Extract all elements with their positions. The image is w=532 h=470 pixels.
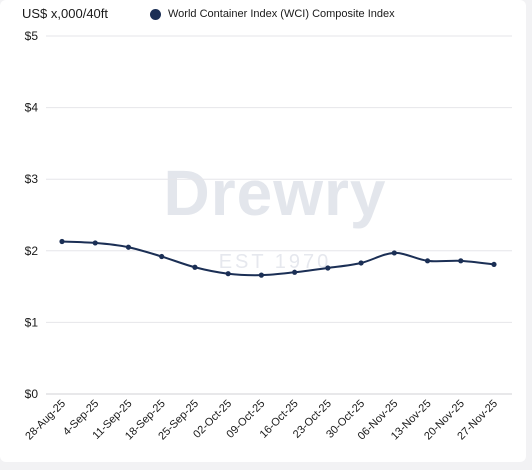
y-tick-label: $2 xyxy=(25,244,39,258)
data-point[interactable] xyxy=(458,258,464,264)
drewry-watermark: Drewry EST 1970 xyxy=(164,157,387,273)
data-point[interactable] xyxy=(192,264,198,270)
data-point[interactable] xyxy=(92,240,98,246)
y-axis-unit-label: US$ x,000/40ft xyxy=(22,6,108,21)
data-point[interactable] xyxy=(424,258,431,264)
x-tick-label: 28-Aug-25 xyxy=(23,398,68,443)
y-tick-label: $0 xyxy=(25,387,39,401)
x-axis-ticks: 28-Aug-254-Sep-2511-Sep-2518-Sep-2525-Se… xyxy=(23,398,500,443)
data-point[interactable] xyxy=(159,253,165,260)
y-axis-ticks: $0 $1 $2 $3 $4 $5 xyxy=(25,29,39,401)
data-point[interactable] xyxy=(125,244,132,250)
y-tick-label: $3 xyxy=(25,172,39,186)
data-point[interactable] xyxy=(391,250,397,256)
y-tick-label: $1 xyxy=(25,315,39,329)
gridlines xyxy=(46,35,512,395)
legend-marker xyxy=(150,8,161,20)
y-tick-label: $4 xyxy=(25,101,39,115)
watermark-est: EST 1970 xyxy=(219,251,332,273)
legend-label: World Container Index (WCI) Composite In… xyxy=(168,8,395,20)
data-point[interactable] xyxy=(225,271,231,277)
chart-card: US$ x,000/40ft World Container Index (WC… xyxy=(0,0,526,462)
series-line xyxy=(61,240,495,277)
data-point[interactable] xyxy=(325,265,331,271)
data-point[interactable] xyxy=(358,260,364,266)
watermark-brand: Drewry xyxy=(164,157,387,229)
data-point[interactable] xyxy=(292,269,298,275)
y-tick-label: $5 xyxy=(25,29,39,43)
data-point[interactable] xyxy=(258,272,264,278)
series-group xyxy=(59,238,497,278)
data-point[interactable] xyxy=(491,261,497,268)
legend: World Container Index (WCI) Composite In… xyxy=(150,8,395,20)
data-point[interactable] xyxy=(59,238,65,245)
